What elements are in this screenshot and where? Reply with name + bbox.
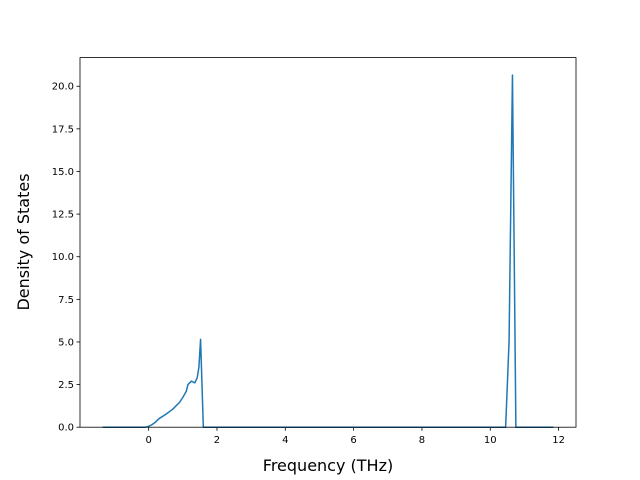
y-tick-label: 10.0 bbox=[52, 252, 74, 263]
y-tick-label: 20.0 bbox=[52, 82, 74, 93]
data-line bbox=[102, 74, 554, 428]
axes-frame bbox=[79, 57, 577, 428]
y-tick-label: 12.5 bbox=[52, 210, 74, 221]
x-tick-label: 6 bbox=[350, 435, 356, 446]
x-tick-label: 10 bbox=[484, 435, 497, 446]
y-tick-label: 15.0 bbox=[52, 167, 74, 178]
x-tick-label: 2 bbox=[214, 435, 220, 446]
y-tick-label: 17.5 bbox=[52, 124, 74, 135]
x-tick-label: 0 bbox=[145, 435, 151, 446]
x-tick-label: 12 bbox=[552, 435, 565, 446]
y-tick-label: 2.5 bbox=[58, 380, 74, 391]
x-tick-label: 4 bbox=[282, 435, 288, 446]
y-axis-label: Density of States bbox=[14, 173, 33, 310]
y-tick-label: 0.0 bbox=[58, 423, 74, 434]
x-tick-label: 8 bbox=[419, 435, 425, 446]
y-tick-label: 5.0 bbox=[58, 337, 74, 348]
y-tick-label: 7.5 bbox=[58, 295, 74, 306]
x-axis-label: Frequency (THz) bbox=[263, 456, 393, 475]
